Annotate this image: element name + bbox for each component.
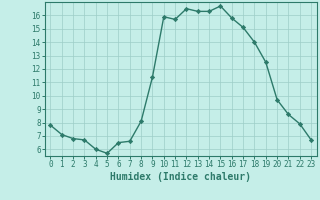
- X-axis label: Humidex (Indice chaleur): Humidex (Indice chaleur): [110, 172, 251, 182]
